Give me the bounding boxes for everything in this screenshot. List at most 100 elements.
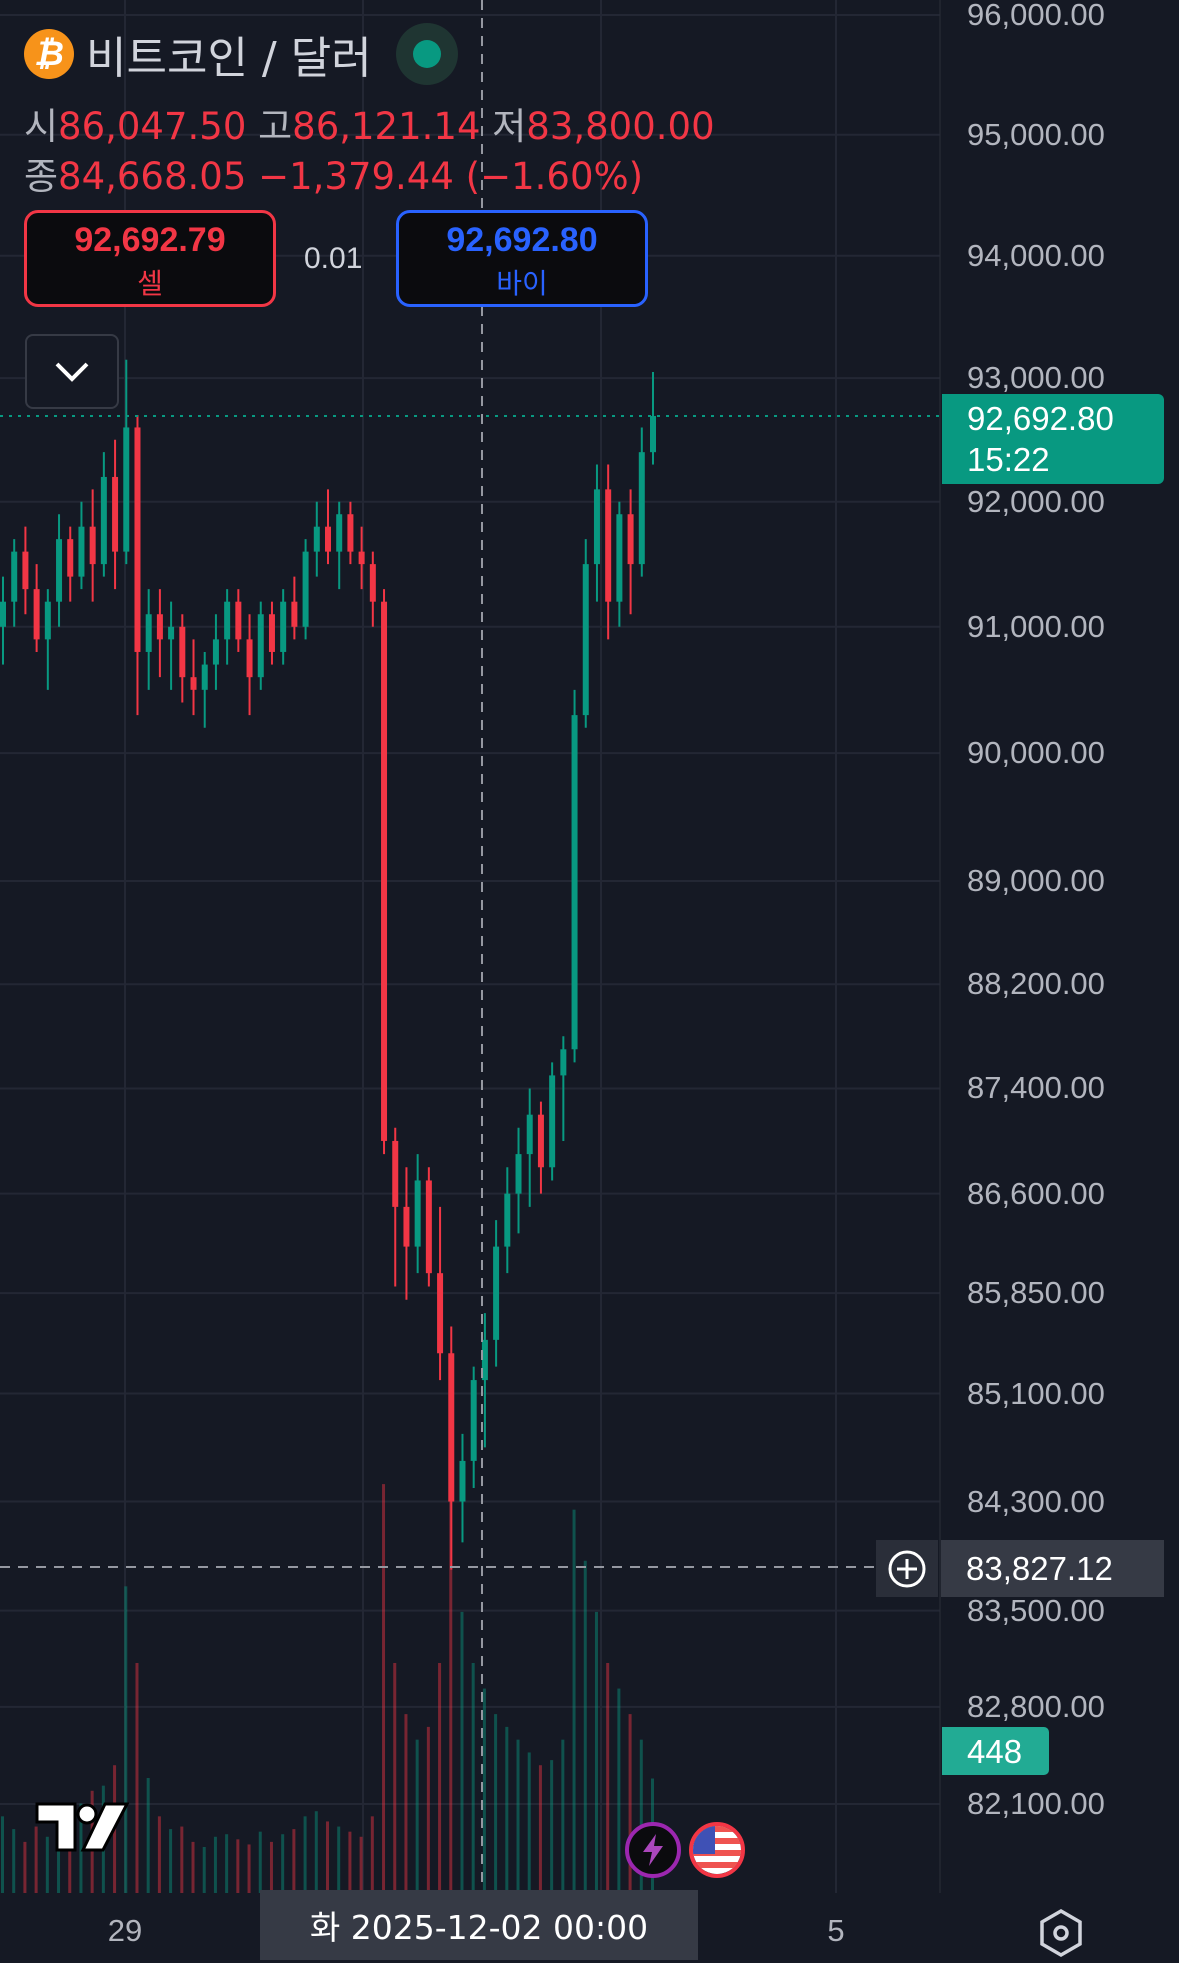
volume-bar <box>191 1841 195 1893</box>
candle-body <box>616 514 623 602</box>
volume-bars <box>1 1433 654 1893</box>
candle-body <box>67 539 74 577</box>
symbol-header[interactable]: ₿ 비트코인 / 달러 <box>24 22 458 86</box>
volume-bar <box>594 1611 598 1893</box>
candle-body <box>638 452 645 565</box>
volume-bar <box>583 1560 587 1893</box>
candle-body <box>134 427 141 652</box>
bar-countdown: 15:22 <box>967 441 1050 478</box>
lightning-icon <box>643 1834 663 1866</box>
volume-bar <box>639 1739 643 1893</box>
price-axis-label: 95,000.00 <box>967 116 1105 152</box>
candle-body <box>425 1180 432 1274</box>
event-marker-us[interactable] <box>689 1822 745 1878</box>
volume-bar <box>23 1841 27 1893</box>
candle-body <box>268 614 275 652</box>
candle-body <box>123 427 130 552</box>
volume-bar <box>213 1836 217 1893</box>
price-axis-label: 91,000.00 <box>967 608 1105 644</box>
candle-body <box>145 614 152 652</box>
price-axis-label: 82,100.00 <box>967 1786 1105 1821</box>
candle-body <box>313 526 320 552</box>
chart-settings-icon[interactable] <box>1038 1908 1084 1958</box>
candle-body <box>33 589 40 640</box>
sell-price: 92,692.79 <box>74 221 226 259</box>
price-axis-label: 93,000.00 <box>967 360 1105 396</box>
volume-bar <box>281 1834 285 1893</box>
volume-bar <box>45 1836 49 1893</box>
current-price-label: 92,692.80 15:22 <box>942 394 1164 484</box>
volume-bar <box>146 1778 150 1893</box>
candle-body <box>336 514 343 552</box>
candle-body <box>89 526 96 565</box>
price-axis-label: 90,000.00 <box>967 735 1105 771</box>
candle-body <box>403 1206 410 1247</box>
volume-bar <box>236 1839 240 1893</box>
volume-bar <box>258 1831 262 1893</box>
high-label: 고 <box>258 105 293 148</box>
add-alert-button[interactable] <box>876 1540 938 1597</box>
grid-lines <box>0 0 941 1893</box>
candle-body <box>526 1114 533 1155</box>
open-value: 86,047.50 <box>58 105 247 148</box>
price-axis-label: 94,000.00 <box>967 237 1105 273</box>
volume-bar <box>124 1586 128 1893</box>
candle-body <box>470 1380 477 1461</box>
candle-body <box>235 601 242 640</box>
buy-label: 바이 <box>496 267 548 300</box>
bitcoin-icon: ₿ <box>24 29 74 79</box>
sell-button[interactable]: 92,692.79 셀 <box>24 210 276 307</box>
candle-body <box>605 489 612 602</box>
candle-body <box>537 1114 544 1168</box>
symbol-title: 비트코인 / 달러 <box>86 33 372 84</box>
candle-body <box>179 626 186 678</box>
candle-body <box>358 551 365 565</box>
candle-body <box>291 601 298 627</box>
candle-body <box>100 476 107 565</box>
candle-body <box>156 614 163 640</box>
volume-bar <box>426 1726 430 1893</box>
candle-body <box>11 551 18 602</box>
candle-body <box>414 1180 421 1247</box>
volume-bar <box>157 1816 161 1893</box>
buy-button[interactable]: 92,692.80 바이 <box>396 210 648 307</box>
candle-body <box>224 601 231 640</box>
event-marker-lightning[interactable] <box>625 1822 681 1878</box>
volume-bar <box>460 1611 464 1893</box>
candle-body <box>246 639 253 678</box>
candle-body <box>168 626 175 640</box>
volume-bar <box>561 1739 565 1893</box>
candle-body <box>78 526 85 577</box>
volume-bar <box>1 1816 4 1893</box>
volume-bar <box>12 1829 16 1893</box>
candle-body <box>347 514 354 552</box>
ohlc-line-1: 시86,047.50 고86,121.14 저83,800.00 <box>24 96 715 150</box>
price-axis-label: 92,000.00 <box>967 483 1105 519</box>
candle-body <box>257 614 264 678</box>
volume-bar <box>269 1841 273 1893</box>
market-status-icon[interactable] <box>395 23 458 85</box>
volume-label: 448 <box>942 1727 1049 1775</box>
volume-bar <box>68 1821 72 1893</box>
crosshair-price-label: 83,827.12 <box>941 1540 1164 1597</box>
volume-bar <box>303 1816 307 1893</box>
candle-body <box>493 1246 500 1340</box>
candle-body <box>22 551 29 590</box>
price-axis-label: 96,000.00 <box>967 0 1105 32</box>
candle-body <box>504 1193 511 1247</box>
volume-bar <box>247 1844 251 1893</box>
collapse-legend-button[interactable] <box>25 334 119 409</box>
tradingview-logo[interactable] <box>35 1802 129 1852</box>
candle-body <box>437 1273 444 1354</box>
volume-bar <box>370 1816 374 1893</box>
candle-body <box>201 664 208 690</box>
volume-bar <box>382 1484 386 1893</box>
candle-body <box>392 1140 399 1207</box>
price-axis-label: 88,200.00 <box>967 966 1105 1002</box>
candle-body <box>515 1154 522 1194</box>
candle-body <box>627 514 634 565</box>
price-axis-label: 83,500.00 <box>967 1592 1105 1628</box>
volume-bar <box>314 1811 318 1893</box>
candle-body <box>549 1075 556 1168</box>
